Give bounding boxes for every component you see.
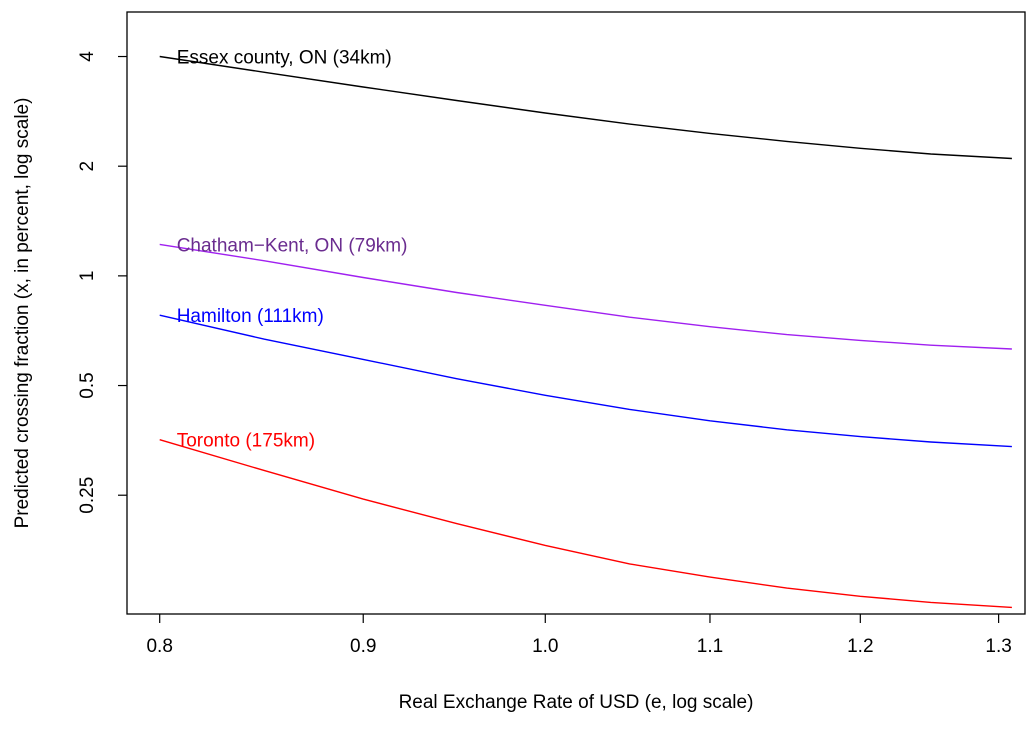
x-tick-label: 0.9 (350, 636, 376, 657)
series-label: Chatham−Kent, ON (79km) (177, 235, 408, 256)
series-line (159, 243, 1012, 350)
y-axis: 0.25 0.5 1 2 4 (77, 51, 127, 514)
series-layer: Essex county, ON (34km) Chatham−Kent, ON … (159, 48, 1012, 609)
y-tick-label: 0.25 (77, 477, 98, 514)
x-axis: 0.8 0.9 1.0 1.1 1.2 1.3 (146, 614, 1012, 657)
x-tick-label: 0.8 (146, 636, 172, 657)
x-tick-label: 1.1 (697, 636, 723, 657)
y-tick-label: 2 (77, 161, 98, 172)
series-line (159, 55, 1012, 160)
series-label: Hamilton (111km) (177, 306, 324, 327)
series-line (159, 439, 1012, 609)
series-label: Toronto (175km) (177, 431, 315, 452)
x-tick-label: 1.2 (847, 636, 873, 657)
y-tick-label: 0.5 (77, 372, 98, 398)
x-tick-label: 1.0 (532, 636, 558, 657)
y-tick-label: 1 (77, 271, 98, 282)
plot-frame (126, 11, 1026, 615)
series-label: Essex county, ON (34km) (177, 48, 392, 69)
y-tick-label: 4 (77, 51, 98, 62)
x-axis-label: Real Exchange Rate of USD (e, log scale) (399, 692, 754, 713)
series-line (159, 314, 1012, 448)
x-tick-label: 1.3 (985, 636, 1011, 657)
y-axis-label: Predicted crossing fraction (x, in perce… (12, 98, 33, 529)
